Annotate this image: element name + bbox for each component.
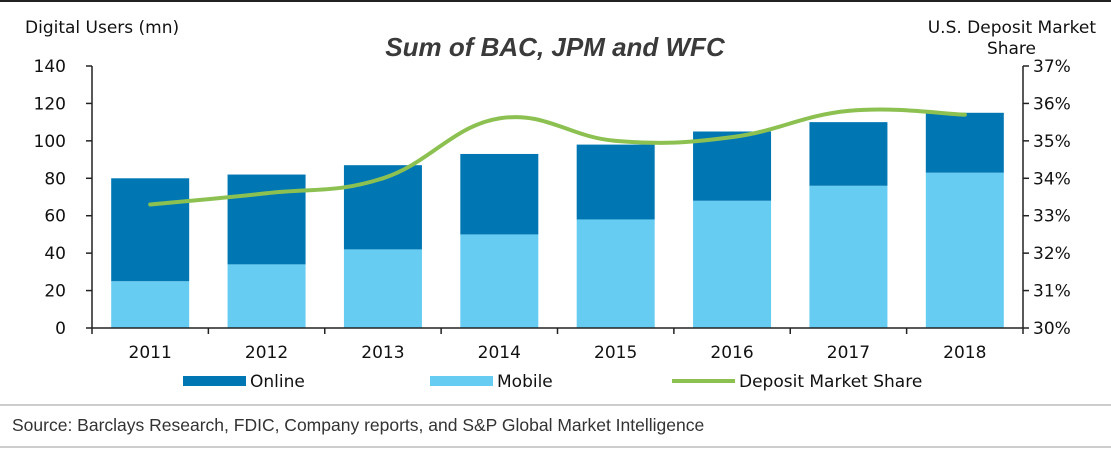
bar-online-2012	[227, 174, 306, 265]
x-tick-label: 2017	[827, 343, 870, 363]
bar-mobile-2018	[925, 172, 1004, 328]
y-axis: 0 20 40 60 80 100 120 140	[34, 57, 93, 339]
x-tick-label: 2018	[943, 343, 986, 363]
x-axis: 2011 2012 2013 2014 2015 2016 2017 2018	[91, 327, 1024, 363]
x-tick-label: 2012	[245, 343, 288, 363]
line-series	[148, 107, 967, 207]
deposit-share-point-2013	[382, 177, 384, 179]
y-tick-label: 20	[44, 282, 66, 302]
x-tick-label: 2016	[710, 343, 753, 363]
y2-axis-title-line1: U.S. Deposit Market	[928, 18, 1097, 38]
bar-online-2016	[693, 131, 772, 201]
deposit-share-point-2016	[731, 136, 733, 138]
y2-tick-label: 32%	[1033, 244, 1071, 264]
y-tick-label: 100	[34, 132, 66, 152]
legend-label-mobile: Mobile	[497, 372, 553, 392]
y-tick-label: 120	[34, 94, 66, 114]
x-tick-label: 2013	[361, 343, 404, 363]
y2-tick-label: 30%	[1033, 319, 1071, 339]
y2-axis-title-line2: Share	[987, 39, 1036, 59]
y2-tick-label: 35%	[1033, 132, 1071, 152]
source-note: Source: Barclays Research, FDIC, Company…	[12, 415, 704, 435]
bar-online-2015	[576, 144, 655, 220]
y-tick-label: 140	[34, 57, 66, 77]
y2-axis: 30% 31% 32% 33% 34% 35% 36% 37%	[1022, 57, 1071, 339]
bar-mobile-2017	[809, 185, 888, 328]
legend-label-online: Online	[250, 372, 305, 392]
y2-tick-label: 37%	[1033, 57, 1071, 77]
bar-online-2014	[460, 153, 539, 235]
y-tick-label: 40	[44, 244, 66, 264]
bar-mobile-2016	[693, 200, 772, 328]
y2-tick-label: 33%	[1033, 207, 1071, 227]
deposit-market-share-line	[148, 107, 967, 207]
deposit-share-point-2018	[964, 114, 966, 116]
bar-mobile-2014	[460, 234, 539, 328]
bars	[111, 112, 1004, 328]
y2-tick-label: 31%	[1033, 282, 1071, 302]
legend-label-deposit-market-share: Deposit Market Share	[739, 372, 922, 392]
x-tick-label: 2011	[129, 343, 172, 363]
x-tick-label: 2015	[594, 343, 637, 363]
legend-swatch-mobile	[430, 376, 493, 386]
x-tick-label: 2014	[478, 343, 521, 363]
legend: Online Mobile Deposit Market Share	[183, 372, 922, 392]
y-tick-label: 80	[44, 169, 66, 189]
y-tick-label: 60	[44, 207, 66, 227]
deposit-share-point-2011	[149, 203, 151, 205]
deposit-share-point-2012	[266, 192, 268, 194]
y-axis-title: Digital Users (mn)	[25, 18, 179, 38]
bar-online-2017	[809, 122, 888, 186]
bar-mobile-2012	[227, 264, 306, 328]
chart-title: Sum of BAC, JPM and WFC	[385, 32, 726, 62]
bar-mobile-2013	[343, 249, 422, 328]
bar-online-2018	[925, 112, 1004, 173]
legend-swatch-online	[183, 376, 246, 386]
deposit-share-point-2015	[615, 140, 617, 142]
y-tick-label: 0	[55, 319, 66, 339]
deposit-share-point-2017	[847, 110, 849, 112]
bar-online-2011	[111, 178, 190, 282]
bar-mobile-2011	[111, 281, 190, 328]
y2-tick-label: 36%	[1033, 94, 1071, 114]
y2-tick-label: 34%	[1033, 169, 1071, 189]
bar-mobile-2015	[576, 219, 655, 328]
deposit-share-point-2014	[498, 117, 500, 119]
